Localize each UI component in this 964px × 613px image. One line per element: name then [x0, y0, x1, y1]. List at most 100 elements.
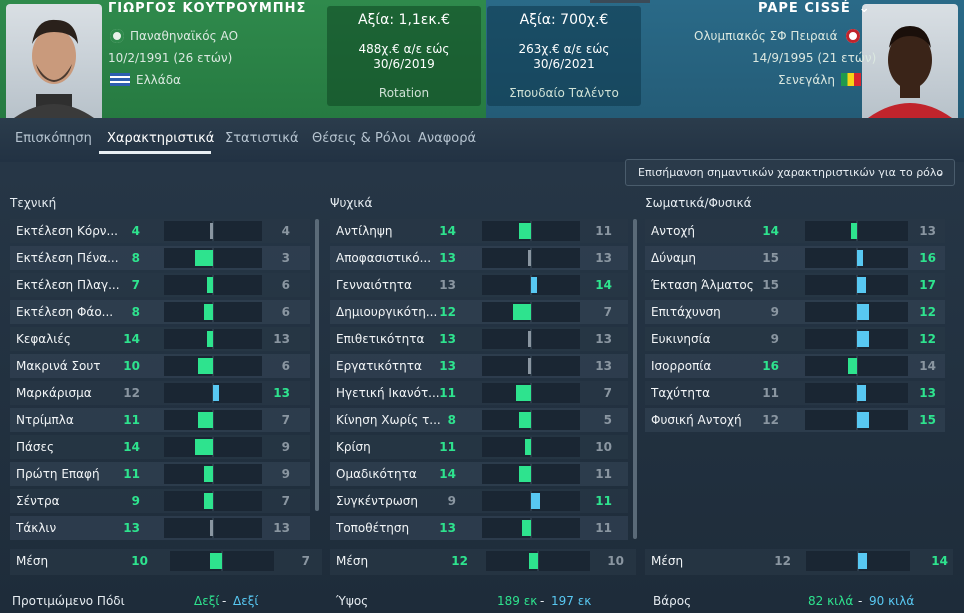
attribute-row[interactable]: Τοποθέτηση 13 11	[330, 516, 628, 540]
attribute-row[interactable]: Ηγετική Ικανότ... 11 7	[330, 381, 628, 405]
column-heading: Τεχνική	[10, 196, 57, 210]
average-bar-center	[221, 551, 223, 571]
attribute-row[interactable]: Εκτέλεση Φάο... 8 6	[10, 300, 310, 324]
attribute-bar-center	[530, 464, 532, 484]
attribute-row[interactable]: Αντοχή 14 13	[645, 219, 945, 243]
role-highlight-label: Επισήμανση σημαντικών χαρακτηριστικών γι…	[638, 166, 944, 179]
tab-attributes[interactable]: Χαρακτηριστικά	[107, 131, 215, 146]
height-left: 189 εκ	[497, 594, 538, 608]
attribute-bar-track	[482, 518, 580, 538]
attribute-row[interactable]: Εκτέλεση Πένα... 8 3	[10, 246, 310, 270]
attribute-value-left: 15	[762, 251, 779, 265]
average-bar-track	[486, 551, 590, 571]
right-player-birth: 14/9/1995 (21 ετών)	[752, 51, 877, 65]
attribute-value-right: 14	[595, 278, 612, 292]
left-player-name[interactable]: ΓΙΩΡΓΟΣ ΚΟΥΤΡΟΥΜΠΗΣ	[108, 1, 307, 16]
attribute-bar-fill	[531, 277, 537, 293]
attribute-name: Γενναιότητα	[336, 278, 412, 292]
right-player-name-selector[interactable]: PAPE CISSÉ ⌄	[758, 1, 871, 16]
attribute-bar-fill	[528, 358, 531, 374]
attribute-value-right: 16	[919, 251, 936, 265]
attribute-name: Κίνηση Χωρίς τ...	[336, 413, 441, 427]
role-highlight-dropdown[interactable]: Επισήμανση σημαντικών χαρακτηριστικών γι…	[625, 159, 955, 186]
attribute-value-right: 13	[595, 359, 612, 373]
attribute-bar-center	[212, 221, 214, 241]
attribute-row[interactable]: Τάκλιν 13 13	[10, 516, 310, 540]
attribute-row[interactable]: Συγκέντρωση 9 11	[330, 489, 628, 513]
left-player-nation: Ελλάδα	[136, 73, 181, 87]
left-player-club-line[interactable]: Παναθηναϊκός ΑΟ	[110, 29, 238, 43]
column-scrollbar[interactable]	[633, 219, 637, 539]
senegal-flag-icon	[840, 73, 861, 86]
attribute-row[interactable]: Εκτέλεση Κόρν... 4 4	[10, 219, 310, 243]
attribute-row[interactable]: Έκταση Άλματος 15 17	[645, 273, 945, 297]
left-player-birth: 10/2/1991 (26 ετών)	[108, 51, 233, 65]
attribute-bar-track	[482, 329, 580, 349]
attribute-row[interactable]: Κεφαλιές 14 13	[10, 327, 310, 351]
attribute-value-right: 4	[281, 224, 290, 238]
attribute-value-right: 9	[281, 467, 290, 481]
right-player-wage: 263χ.€ α/ε εώς 30/6/2021	[487, 42, 641, 72]
average-bar-center	[537, 551, 539, 571]
attribute-row[interactable]: Πρώτη Επαφή 11 9	[10, 462, 310, 486]
attribute-value-right: 17	[919, 278, 936, 292]
attribute-row[interactable]: Επιθετικότητα 13 13	[330, 327, 628, 351]
attribute-bar-track	[482, 437, 580, 457]
tab-report[interactable]: Αναφορά	[418, 131, 477, 146]
attribute-bar-center	[212, 275, 214, 295]
club-crest-icon	[845, 29, 860, 43]
attribute-row[interactable]: Πάσες 14 9	[10, 435, 310, 459]
attribute-bar-fill	[857, 331, 869, 347]
attribute-row[interactable]: Φυσική Αντοχή 12 15	[645, 408, 945, 432]
attribute-row[interactable]: Γενναιότητα 13 14	[330, 273, 628, 297]
attribute-row[interactable]: Κρίση 11 10	[330, 435, 628, 459]
attribute-bar-fill	[857, 304, 869, 320]
attribute-row[interactable]: Ταχύτητα 11 13	[645, 381, 945, 405]
left-player-value-box: Αξία: 1,1εκ.€ 488χ.€ α/ε εώς 30/6/2019 R…	[327, 6, 481, 106]
attribute-row[interactable]: Ντρίμπλα 11 7	[10, 408, 310, 432]
tab-positions-roles[interactable]: Θέσεις & Ρόλοι	[312, 131, 411, 146]
attribute-bar-track	[805, 410, 908, 430]
attribute-row[interactable]: Εργατικότητα 13 13	[330, 354, 628, 378]
attribute-row[interactable]: Μαρκάρισμα 12 13	[10, 381, 310, 405]
attribute-row[interactable]: Επιτάχυνση 9 12	[645, 300, 945, 324]
attribute-row[interactable]: Ομαδικότητα 14 11	[330, 462, 628, 486]
attribute-name: Επιτάχυνση	[651, 305, 721, 319]
average-bar-fill	[858, 553, 867, 569]
attribute-bar-fill	[519, 412, 531, 428]
right-player-club-line[interactable]: Ολυμπιακός ΣΦ Πειραιά	[694, 29, 860, 43]
attribute-row[interactable]: Αντίληψη 14 11	[330, 219, 628, 243]
attribute-row[interactable]: Σέντρα 9 7	[10, 489, 310, 513]
attribute-row[interactable]: Κίνηση Χωρίς τ... 8 5	[330, 408, 628, 432]
attribute-bar-track	[482, 491, 580, 511]
attribute-row[interactable]: Μακρινά Σουτ 10 6	[10, 354, 310, 378]
attribute-value-right: 12	[919, 305, 936, 319]
attribute-bar-fill	[519, 223, 531, 239]
attribute-row[interactable]: Δύναμη 15 16	[645, 246, 945, 270]
weight-sep: -	[858, 594, 863, 608]
attribute-bar-center	[856, 221, 858, 241]
attribute-name: Αντοχή	[651, 224, 696, 238]
attribute-bar-center	[530, 356, 532, 376]
column-scrollbar[interactable]	[315, 219, 319, 511]
attribute-row[interactable]: Δημιουργικότη... 12 7	[330, 300, 628, 324]
attribute-row[interactable]: Ευκινησία 9 12	[645, 327, 945, 351]
attribute-row[interactable]: Ισορροπία 16 14	[645, 354, 945, 378]
attribute-value-left: 13	[439, 278, 456, 292]
attribute-value-left: 12	[762, 413, 779, 427]
tab-stats[interactable]: Στατιστικά	[225, 131, 299, 146]
height-label: Ύψος	[336, 594, 369, 608]
height-sep: -	[540, 594, 545, 608]
attribute-value-right: 13	[273, 332, 290, 346]
attribute-value-left: 13	[123, 521, 140, 535]
attribute-row[interactable]: Εκτέλεση Πλαγ... 7 6	[10, 273, 310, 297]
attribute-value-left: 9	[770, 332, 779, 346]
attribute-bar-track	[164, 221, 262, 241]
attribute-bar-fill	[198, 412, 213, 428]
right-wage-line1: 263χ.€ α/ε εώς	[518, 42, 610, 56]
attribute-value-right: 6	[281, 359, 290, 373]
attribute-row[interactable]: Αποφασιστικό... 13 13	[330, 246, 628, 270]
tab-overview[interactable]: Επισκόπηση	[15, 131, 92, 146]
average-row: Μέση 10 7	[10, 549, 322, 575]
attribute-value-left: 11	[439, 386, 456, 400]
